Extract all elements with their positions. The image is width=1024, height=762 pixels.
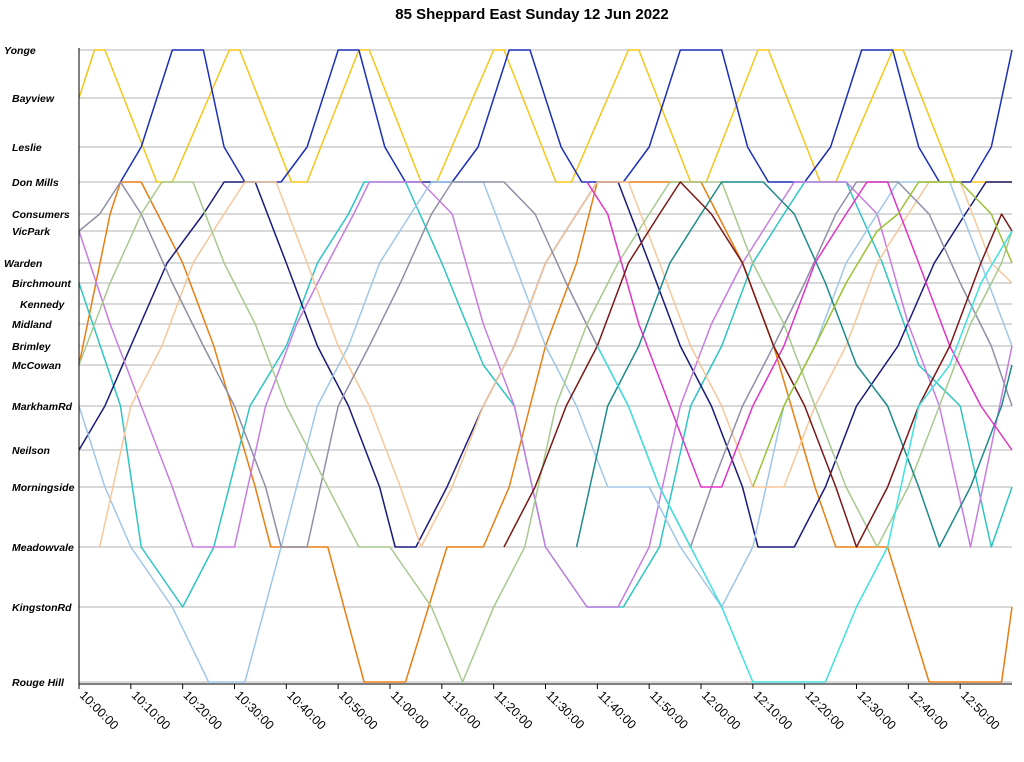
- x-tick-label: 12:40:00: [906, 688, 950, 732]
- series-line-10: [78, 181, 1013, 683]
- x-tick-label: 12:20:00: [803, 688, 847, 732]
- series-line-15: [596, 230, 1013, 683]
- stop-label-neilson: Neilson: [12, 445, 50, 457]
- x-tick-label: 11:40:00: [595, 688, 639, 732]
- stop-label-brimley: Brimley: [12, 341, 52, 353]
- series-lines: [78, 49, 1013, 683]
- stop-label-leslie: Leslie: [12, 142, 42, 154]
- stop-label-bayview: Bayview: [12, 93, 55, 105]
- x-tick-label: 12:00:00: [699, 688, 743, 732]
- stop-label-mccowan: McCowan: [12, 360, 61, 372]
- series-line-4: [78, 181, 1013, 608]
- x-tick-label: 11:50:00: [647, 688, 691, 732]
- x-tick-label: 11:00:00: [388, 688, 432, 732]
- stop-label-kennedy: Kennedy: [20, 299, 66, 311]
- series-line-14: [752, 181, 1013, 488]
- x-tick-label: 10:50:00: [336, 688, 380, 732]
- x-tick-label: 12:30:00: [854, 688, 898, 732]
- stop-label-markhamrd: MarkhamRd: [12, 401, 73, 413]
- stop-label-don-mills: Don Mills: [12, 177, 59, 189]
- chart-title: 85 Sheppard East Sunday 12 Jun 2022: [395, 6, 669, 23]
- x-tick-label: 12:50:00: [958, 688, 1002, 732]
- series-line-1: [78, 49, 1012, 183]
- stop-label-consumers: Consumers: [12, 209, 70, 221]
- stop-label-warden: Warden: [4, 258, 42, 270]
- x-tick-labels: 10:00:00 10:10:00 10:20:00 10:30:00 10:40:00…: [77, 688, 1003, 732]
- stop-label-midland: Midland: [12, 319, 52, 331]
- series-line-12: [586, 181, 1013, 488]
- x-tick-label: 10:20:00: [181, 688, 225, 732]
- series-line-7: [78, 181, 1013, 683]
- stop-label-kingstonrd: KingstonRd: [12, 602, 72, 614]
- x-tick-label: 12:10:00: [751, 688, 795, 732]
- axes: [78, 48, 1012, 689]
- stop-label-morningside: Morningside: [12, 482, 75, 494]
- x-tick-label: 10:00:00: [77, 688, 121, 732]
- series-line-8: [98, 181, 1013, 548]
- x-tick-label: 10:40:00: [284, 688, 328, 732]
- x-tick-label: 11:10:00: [440, 688, 484, 732]
- series-line-9: [78, 181, 1013, 548]
- y-stop-labels: Yonge Bayview Leslie Don Mills Consumers VicP…: [4, 45, 75, 689]
- x-tick-label: 10:10:00: [129, 688, 173, 732]
- series-line-11: [575, 181, 1013, 548]
- series-line-13: [503, 181, 1013, 548]
- series-line-2: [119, 49, 1013, 183]
- stop-label-yonge: Yonge: [4, 45, 36, 57]
- series-line-6: [78, 181, 1013, 608]
- stop-label-meadowvale: Meadowvale: [12, 542, 74, 554]
- x-tick-label: 10:30:00: [232, 688, 276, 732]
- stop-label-vicpark: VicPark: [12, 226, 51, 238]
- stop-label-birchmount: Birchmount: [12, 278, 71, 290]
- x-tick-label: 11:30:00: [543, 688, 587, 732]
- x-tick-label: 11:20:00: [492, 688, 536, 732]
- stop-label-rouge-hill: Rouge Hill: [12, 677, 65, 689]
